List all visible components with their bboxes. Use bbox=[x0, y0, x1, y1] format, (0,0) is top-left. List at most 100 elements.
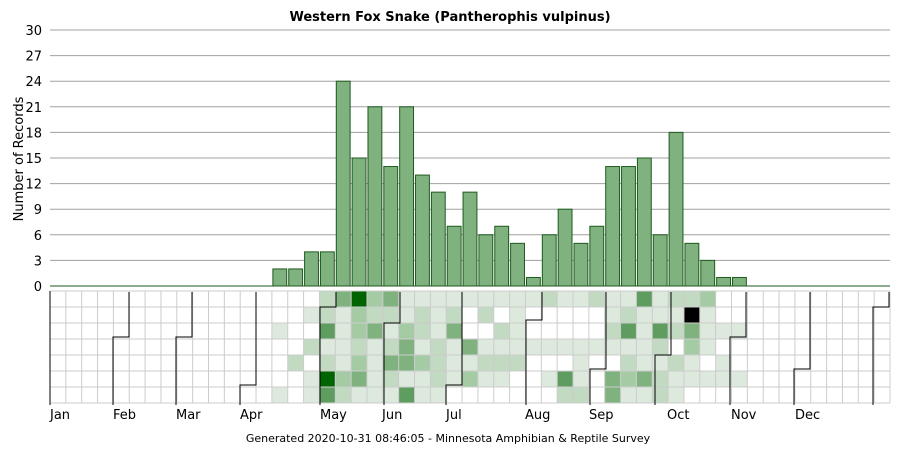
bar bbox=[319, 251, 335, 287]
heatmap-cell bbox=[699, 307, 716, 323]
heatmap-cell bbox=[557, 371, 574, 387]
chart-title: Western Fox Snake (Pantherophis vulpinus… bbox=[289, 10, 610, 25]
heatmap-cell bbox=[351, 387, 367, 403]
month-boundary bbox=[445, 292, 463, 405]
heatmap-cell bbox=[636, 291, 653, 307]
heatmap-cell bbox=[398, 371, 415, 387]
bar bbox=[621, 166, 636, 287]
month-labels: Jan Feb Mar Apr May Jun Jul Aug Sep Oct Nov Dec bbox=[49, 408, 820, 423]
heatmap-cell bbox=[588, 291, 605, 307]
heatmap-cell bbox=[683, 355, 700, 371]
heatmap-cell bbox=[477, 371, 494, 387]
heatmap-cell bbox=[366, 291, 383, 307]
heatmap-cell bbox=[477, 307, 494, 323]
heatmap-cell bbox=[477, 291, 494, 307]
heatmap-cell bbox=[382, 323, 399, 339]
bar bbox=[367, 106, 383, 287]
heatmap-cell bbox=[366, 307, 383, 323]
heatmap-cell bbox=[430, 323, 447, 339]
y-tick-label: 27 bbox=[25, 50, 42, 65]
heatmap-cell bbox=[398, 387, 415, 403]
month-boundary bbox=[239, 292, 257, 405]
month-boundary bbox=[589, 292, 607, 405]
heatmap-cell bbox=[398, 291, 415, 307]
heatmap-cell bbox=[430, 387, 447, 403]
heatmap-cell bbox=[620, 291, 637, 307]
bar bbox=[446, 225, 462, 287]
heatmap-cell bbox=[683, 307, 700, 323]
heatmap-cell bbox=[414, 387, 431, 403]
month-label: May bbox=[320, 408, 347, 423]
bar bbox=[652, 234, 668, 287]
heatmap-cell bbox=[335, 355, 352, 371]
heatmap-cell bbox=[541, 291, 558, 307]
heatmap-cell bbox=[731, 371, 748, 387]
bar bbox=[636, 157, 652, 287]
heatmap-cell bbox=[557, 291, 574, 307]
bar bbox=[589, 225, 605, 287]
heatmap-cell bbox=[636, 387, 653, 403]
heatmap-cell bbox=[303, 387, 320, 403]
heatmap-cell bbox=[414, 307, 431, 323]
heatmap-cell bbox=[319, 371, 336, 387]
heatmap-cell bbox=[604, 307, 621, 323]
heatmap-cell bbox=[366, 323, 383, 339]
bar bbox=[351, 157, 367, 287]
heatmap-cell bbox=[319, 387, 336, 403]
month-label: Feb bbox=[113, 408, 136, 423]
bar bbox=[335, 80, 351, 287]
heatmap-cell bbox=[398, 307, 415, 323]
heatmap-cell bbox=[604, 339, 621, 355]
heatmap-cell bbox=[414, 323, 431, 339]
heatmap-cell bbox=[351, 371, 367, 387]
heatmap-cell bbox=[366, 387, 383, 403]
heatmap-cell bbox=[715, 371, 732, 387]
heatmap-cell bbox=[699, 291, 716, 307]
month-boundary bbox=[175, 292, 193, 405]
heatmap-cell bbox=[699, 371, 716, 387]
heatmap-cell bbox=[319, 339, 336, 355]
heatmap-cell bbox=[382, 355, 399, 371]
heatmap-cell bbox=[446, 355, 463, 371]
y-tick-label: 3 bbox=[34, 254, 42, 269]
heatmap-cell bbox=[287, 355, 304, 371]
heatmap-cell bbox=[604, 291, 621, 307]
y-tick-label: 12 bbox=[25, 178, 42, 193]
heatmap-cell bbox=[557, 387, 574, 403]
heatmap-cell bbox=[604, 387, 621, 403]
month-label: Jul bbox=[445, 408, 462, 423]
bar bbox=[557, 208, 573, 287]
heatmap-cell bbox=[430, 355, 447, 371]
heatmap-cell bbox=[335, 291, 352, 307]
heatmap-cell bbox=[382, 307, 399, 323]
heatmap-cell bbox=[636, 371, 653, 387]
heatmap-cell bbox=[620, 371, 637, 387]
bar bbox=[399, 106, 415, 287]
month-boundary bbox=[872, 292, 890, 405]
heatmap-cell bbox=[414, 355, 431, 371]
heatmap-cell bbox=[573, 291, 589, 307]
heatmap-cell bbox=[509, 307, 526, 323]
heatmap-cell bbox=[351, 355, 367, 371]
bar-series bbox=[272, 80, 747, 287]
heatmap-cell bbox=[319, 355, 336, 371]
bar bbox=[684, 242, 700, 287]
heatmap-cell bbox=[303, 371, 320, 387]
heatmap-cell bbox=[446, 339, 463, 355]
heatmap-cell bbox=[509, 323, 526, 339]
bar bbox=[605, 166, 621, 287]
bar bbox=[494, 225, 510, 287]
heatmap-cell bbox=[382, 339, 399, 355]
heatmap-cell bbox=[652, 371, 669, 387]
month-boundary bbox=[319, 292, 337, 405]
heatmap-cell bbox=[335, 323, 352, 339]
heatmap-cell bbox=[668, 307, 684, 323]
month-label: Apr bbox=[240, 408, 263, 423]
heatmap-cell bbox=[636, 355, 653, 371]
heatmap-cell bbox=[636, 339, 653, 355]
heatmap-cell bbox=[541, 371, 558, 387]
bar bbox=[716, 276, 732, 287]
bar bbox=[462, 191, 478, 287]
heatmap-cell bbox=[636, 307, 653, 323]
